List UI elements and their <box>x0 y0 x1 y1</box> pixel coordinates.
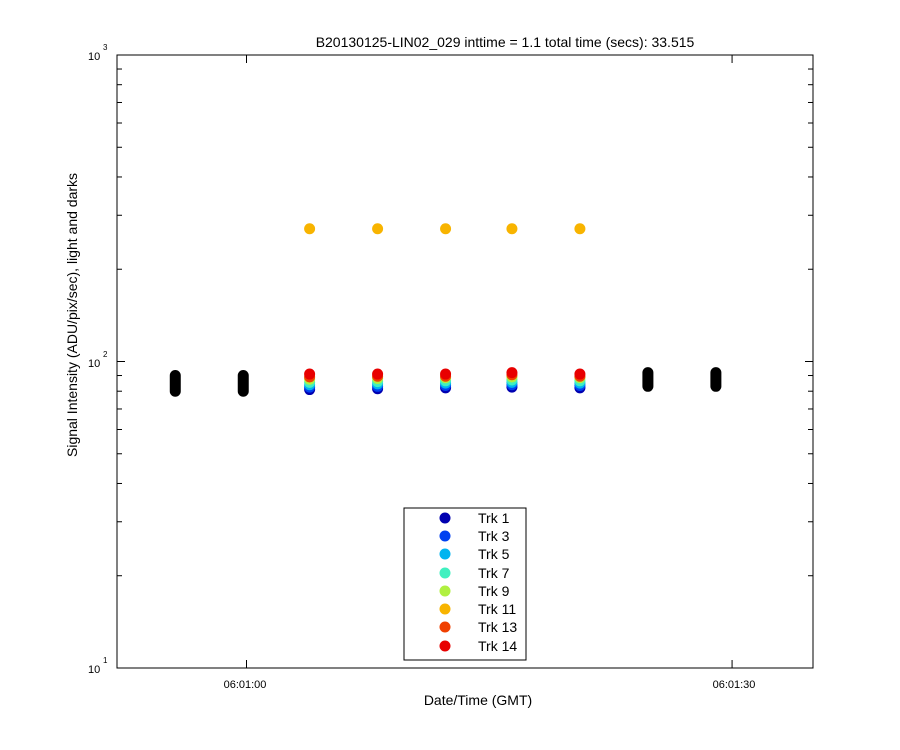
x-tick-label-0: 06:01:00 <box>224 679 267 691</box>
legend-marker <box>439 548 451 560</box>
legend-marker <box>439 512 451 524</box>
point-trk-14 <box>506 367 518 379</box>
legend-marker <box>439 621 451 633</box>
y-tick-label-100: 10 2 <box>88 350 108 370</box>
chart-title: B20130125-LIN02_029 inttime = 1.1 total … <box>316 34 695 50</box>
point-trk-11 <box>372 223 384 235</box>
legend-label: Trk 7 <box>478 565 510 581</box>
point-trk-14 <box>372 368 384 380</box>
y-tick-label-1000: 10 3 <box>88 43 108 63</box>
y-tick-label-10: 10 1 <box>88 656 108 676</box>
legend-marker <box>439 603 451 615</box>
y-tick-base: 10 <box>88 358 100 370</box>
y-tick-exp: 3 <box>103 43 108 52</box>
legend-label: Trk 9 <box>478 583 510 599</box>
legend-label: Trk 1 <box>478 510 510 526</box>
legend-marker <box>439 585 451 597</box>
legend-label: Trk 13 <box>478 619 517 635</box>
legend-label: Trk 14 <box>478 638 517 654</box>
point-trk-11 <box>304 223 316 235</box>
legend-label: Trk 11 <box>478 601 516 617</box>
axis-ticks <box>117 54 813 669</box>
y-axis-label: Signal Intensity (ADU/pix/sec), light an… <box>64 173 80 457</box>
y-tick-base: 10 <box>88 51 100 63</box>
y-tick-base: 10 <box>88 664 100 676</box>
point-trk-11 <box>440 223 452 235</box>
legend-marker <box>439 567 451 579</box>
legend-label: Trk 3 <box>478 528 510 544</box>
legend-label: Trk 5 <box>478 546 510 562</box>
legend-marker <box>439 530 451 542</box>
point-trk-11 <box>574 223 586 235</box>
point-trk-14 <box>304 368 316 380</box>
legend-box <box>403 507 527 661</box>
point-trk-14 <box>440 368 452 380</box>
data-marks <box>169 223 722 397</box>
y-tick-exp: 1 <box>103 656 108 665</box>
legend-marker <box>439 640 451 652</box>
point-trk-14 <box>574 368 586 380</box>
y-tick-exp: 2 <box>103 350 108 359</box>
x-axis-label: Date/Time (GMT) <box>424 692 532 708</box>
legend: Trk 1 Trk 3 Trk 5 Trk 7 Trk 9 Trk 11 Trk… <box>403 507 527 661</box>
x-tick-label-1: 06:01:30 <box>713 679 756 691</box>
point-trk-11 <box>506 223 518 235</box>
